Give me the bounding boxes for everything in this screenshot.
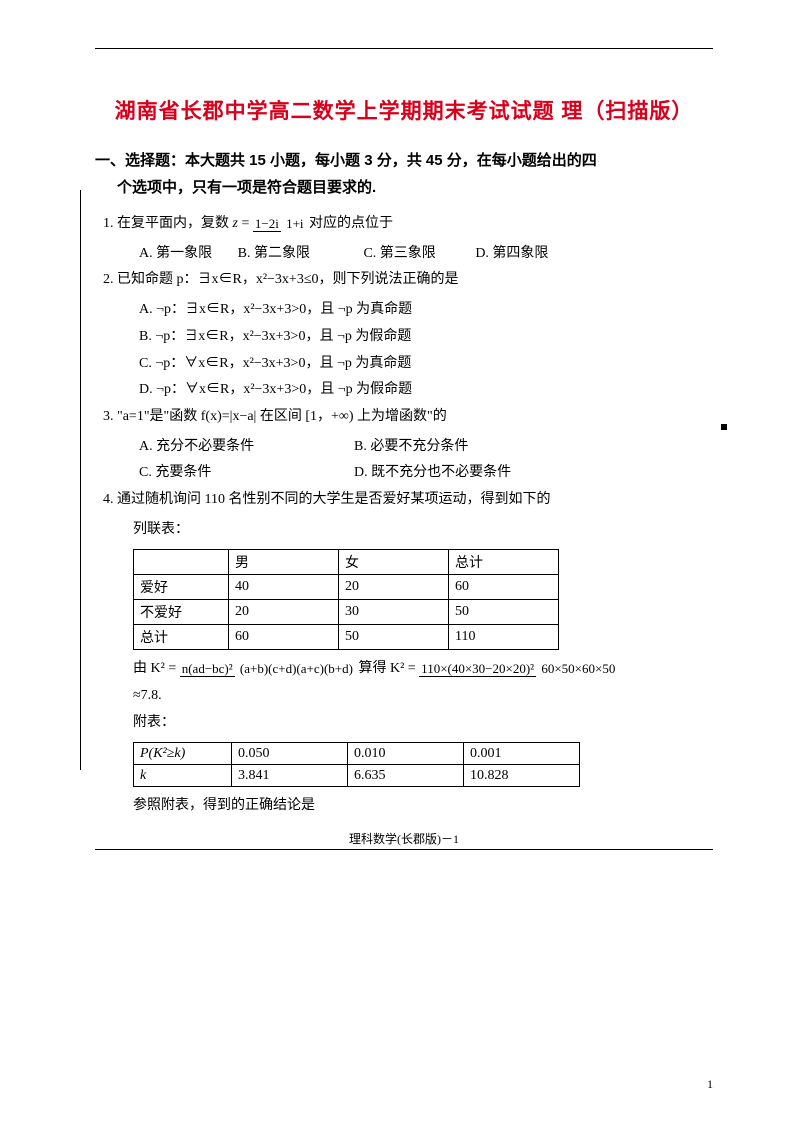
question-3: 3. "a=1"是"函数 f(x)=|x−a| 在区间 [1，+∞) 上为增函数… bbox=[95, 404, 713, 430]
q2-stem: 2. 已知命题 p：∃x∈R，x²−3x+3≤0，则下列说法正确的是 bbox=[103, 272, 459, 287]
table-row: 爱好 40 20 60 bbox=[134, 575, 559, 600]
t1-r2c1: 60 bbox=[229, 625, 339, 650]
t1-r0c3: 60 bbox=[449, 575, 559, 600]
q1-numerator: 1−2i bbox=[253, 216, 281, 232]
table-row: 不爱好 20 30 50 bbox=[134, 600, 559, 625]
t2-r1c0: k bbox=[134, 765, 232, 787]
t1-h-total: 总计 bbox=[449, 550, 559, 575]
table-row: 男 女 总计 bbox=[134, 550, 559, 575]
t1-r0c2: 20 bbox=[339, 575, 449, 600]
q4-attach: 附表： bbox=[95, 710, 713, 737]
top-rule bbox=[95, 48, 713, 49]
q4-approx: ≈7.8. bbox=[95, 683, 713, 710]
t2-r0c1: 0.050 bbox=[232, 743, 348, 765]
q1-denominator: 1+i bbox=[284, 216, 305, 231]
t1-h-blank bbox=[134, 550, 229, 575]
q1-option-d: D. 第四象限 bbox=[475, 241, 548, 268]
q1-option-a: A. 第一象限 bbox=[139, 241, 212, 268]
left-margin-rule bbox=[80, 190, 81, 770]
q2-answers: A. ¬p：∃x∈R，x²−3x+3>0，且 ¬p 为真命题 B. ¬p：∃x∈… bbox=[95, 297, 713, 403]
q1-eq: = bbox=[241, 216, 249, 231]
table-row: P(K²≥k) 0.050 0.010 0.001 bbox=[134, 743, 580, 765]
t2-r0c2: 0.010 bbox=[348, 743, 464, 765]
formula-den2: 60×50×60×50 bbox=[539, 661, 617, 676]
t1-r0c1: 40 bbox=[229, 575, 339, 600]
t2-r0c0: P(K²≥k) bbox=[134, 743, 232, 765]
q4-formula: 由 K² = n(ad−bc)² (a+b)(c+d)(a+c)(b+d) 算得… bbox=[95, 656, 713, 683]
q3-answers-row1: A. 充分不必要条件 B. 必要不充分条件 bbox=[95, 434, 713, 461]
page-number: 1 bbox=[707, 1077, 713, 1092]
document-title: 湖南省长郡中学高二数学上学期期末考试试题 理（扫描版） bbox=[95, 95, 713, 125]
q1-suffix: 对应的点位于 bbox=[309, 216, 393, 231]
q2-option-a: A. ¬p：∃x∈R，x²−3x+3>0，且 ¬p 为真命题 bbox=[139, 297, 713, 324]
t2-r1c1: 3.841 bbox=[232, 765, 348, 787]
section-heading-line1: 一、选择题：本大题共 15 小题，每小题 3 分，共 45 分，在每小题给出的四 bbox=[95, 149, 713, 170]
t1-r1c0: 不爱好 bbox=[134, 600, 229, 625]
q2-option-c: C. ¬p：∀x∈R，x²−3x+3>0，且 ¬p 为真命题 bbox=[139, 351, 713, 378]
formula-den1: (a+b)(c+d)(a+c)(b+d) bbox=[238, 661, 355, 676]
q1-z: z bbox=[233, 216, 238, 231]
marker-dot bbox=[721, 424, 727, 430]
t1-h-male: 男 bbox=[229, 550, 339, 575]
q3-stem: 3. "a=1"是"函数 f(x)=|x−a| 在区间 [1，+∞) 上为增函数… bbox=[103, 409, 447, 424]
t2-r1c2: 6.635 bbox=[348, 765, 464, 787]
table-row: 总计 60 50 110 bbox=[134, 625, 559, 650]
formula-num2: 110×(40×30−20×20)² bbox=[419, 661, 536, 677]
table-row: k 3.841 6.635 10.828 bbox=[134, 765, 580, 787]
formula-eq1: = bbox=[168, 661, 176, 676]
q3-option-c: C. 充要条件 bbox=[139, 460, 354, 487]
t1-r0c0: 爱好 bbox=[134, 575, 229, 600]
q4-critical-table: P(K²≥k) 0.050 0.010 0.001 k 3.841 6.635 … bbox=[133, 742, 580, 787]
t2-r0c3: 0.001 bbox=[464, 743, 580, 765]
formula-mid: 算得 bbox=[358, 661, 390, 676]
formula-eq2: = bbox=[408, 661, 416, 676]
formula-num1: n(ad−bc)² bbox=[180, 661, 235, 677]
question-4-line2: 列联表： bbox=[95, 517, 713, 544]
q2-option-b: B. ¬p：∃x∈R，x²−3x+3>0，且 ¬p 为假命题 bbox=[139, 324, 713, 351]
formula-k2-1: K² bbox=[151, 661, 165, 676]
t1-r2c2: 50 bbox=[339, 625, 449, 650]
q3-option-d: D. 既不充分也不必要条件 bbox=[354, 460, 511, 487]
q3-option-a: A. 充分不必要条件 bbox=[139, 434, 354, 461]
t1-r1c1: 20 bbox=[229, 600, 339, 625]
section-heading-line2: 个选项中，只有一项是符合题目要求的. bbox=[95, 176, 713, 197]
page-footer: 理科数学(长郡版)－1 bbox=[95, 830, 713, 847]
q3-option-b: B. 必要不充分条件 bbox=[354, 434, 468, 461]
bottom-rule bbox=[95, 849, 713, 850]
q4-table1-wrap: 男 女 总计 爱好 40 20 60 不爱好 20 30 50 总计 60 50… bbox=[133, 549, 713, 650]
formula-pre: 由 bbox=[133, 661, 151, 676]
t1-r1c3: 50 bbox=[449, 600, 559, 625]
q1-fraction: 1−2i 1+i bbox=[253, 217, 306, 231]
q3-answers-row2: C. 充要条件 D. 既不充分也不必要条件 bbox=[95, 460, 713, 487]
t1-r1c2: 30 bbox=[339, 600, 449, 625]
q4-conclude: 参照附表，得到的正确结论是 bbox=[95, 793, 713, 820]
formula-frac2: 110×(40×30−20×20)² 60×50×60×50 bbox=[419, 662, 617, 676]
t1-h-female: 女 bbox=[339, 550, 449, 575]
q1-option-b: B. 第二象限 bbox=[238, 241, 310, 268]
page-container: 湖南省长郡中学高二数学上学期期末考试试题 理（扫描版） 一、选择题：本大题共 1… bbox=[0, 0, 793, 890]
question-4-line1: 4. 通过随机询问 110 名性别不同的大学生是否爱好某项运动，得到如下的 bbox=[95, 487, 713, 513]
formula-k2-2: K² bbox=[390, 661, 404, 676]
q2-option-d: D. ¬p：∀x∈R，x²−3x+3>0，且 ¬p 为假命题 bbox=[139, 377, 713, 404]
q1-option-c: C. 第三象限 bbox=[363, 241, 435, 268]
t1-r2c3: 110 bbox=[449, 625, 559, 650]
question-2: 2. 已知命题 p：∃x∈R，x²−3x+3≤0，则下列说法正确的是 bbox=[95, 267, 713, 293]
question-1: 1. 在复平面内，复数 z = 1−2i 1+i 对应的点位于 bbox=[95, 211, 713, 237]
formula-frac1: n(ad−bc)² (a+b)(c+d)(a+c)(b+d) bbox=[180, 662, 355, 676]
q1-answers: A. 第一象限 B. 第二象限 C. 第三象限 D. 第四象限 bbox=[95, 241, 713, 268]
t1-r2c0: 总计 bbox=[134, 625, 229, 650]
q4-table2-wrap: P(K²≥k) 0.050 0.010 0.001 k 3.841 6.635 … bbox=[133, 742, 713, 787]
q1-prefix: 1. 在复平面内，复数 bbox=[103, 216, 233, 231]
t2-r1c3: 10.828 bbox=[464, 765, 580, 787]
q4-contingency-table: 男 女 总计 爱好 40 20 60 不爱好 20 30 50 总计 60 50… bbox=[133, 549, 559, 650]
